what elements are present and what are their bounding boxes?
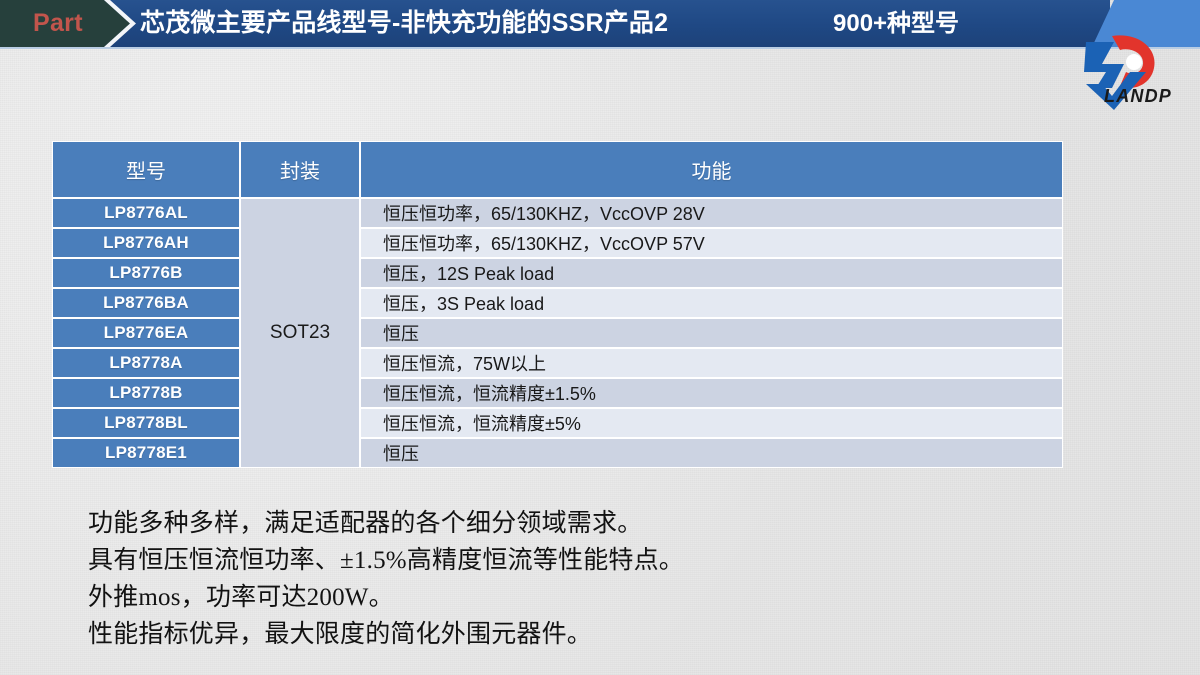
table-row: LP8776BA 恒压，3S Peak load — [52, 288, 1063, 318]
cell-function: 恒压 — [360, 438, 1063, 468]
note-line: 性能指标优异，最大限度的简化外围元器件。 — [88, 621, 593, 648]
table-row: LP8776AH 恒压恒功率，65/130KHZ，VccOVP 57V — [52, 228, 1063, 258]
note-line: 外推mos，功率可达200W。 — [88, 584, 394, 611]
cell-function: 恒压恒功率，65/130KHZ，VccOVP 28V — [360, 198, 1063, 228]
header-part-label: Part — [33, 9, 83, 37]
cell-model: LP8778B — [52, 378, 240, 408]
column-header-model: 型号 — [52, 141, 240, 198]
header-blue-bar — [0, 0, 1110, 47]
cell-function: 恒压恒流，恒流精度±1.5% — [360, 378, 1063, 408]
table-row: LP8778B 恒压恒流，恒流精度±1.5% — [52, 378, 1063, 408]
column-header-package: 封装 — [240, 141, 360, 198]
cell-model: LP8776AL — [52, 198, 240, 228]
cell-model: LP8776BA — [52, 288, 240, 318]
header-subtitle: 900+种型号 — [833, 10, 960, 37]
slide-header: Part 芯茂微主要产品线型号-非快充功能的SSR产品2 900+种型号 — [0, 0, 1200, 49]
cell-package: SOT23 — [240, 198, 360, 468]
column-header-function: 功能 — [360, 141, 1063, 198]
table-row: LP8776EA 恒压 — [52, 318, 1063, 348]
cell-model: LP8776AH — [52, 228, 240, 258]
cell-model: LP8778E1 — [52, 438, 240, 468]
page-title: 芯茂微主要产品线型号-非快充功能的SSR产品2 — [140, 9, 669, 37]
table-row: LP8778BL 恒压恒流，恒流精度±5% — [52, 408, 1063, 438]
cell-function: 恒压恒功率，65/130KHZ，VccOVP 57V — [360, 228, 1063, 258]
logo-text: LANDP — [1104, 86, 1172, 106]
table-header-row: 型号 封装 功能 — [52, 141, 1063, 198]
table-row: LP8776AL SOT23 恒压恒功率，65/130KHZ，VccOVP 28… — [52, 198, 1063, 468]
product-table: 型号 封装 功能 LP8776AL SOT23 恒压恒功率，65/130KHZ，… — [52, 141, 1063, 468]
cell-function: 恒压 — [360, 318, 1063, 348]
cell-function: 恒压，3S Peak load — [360, 288, 1063, 318]
cell-function: 恒压恒流，恒流精度±5% — [360, 408, 1063, 438]
table-row: LP8778E1 恒压 — [52, 438, 1063, 468]
landp-logo-icon — [1084, 35, 1155, 110]
cell-function: 恒压，12S Peak load — [360, 258, 1063, 288]
cell-function: 恒压恒流，75W以上 — [360, 348, 1063, 378]
header-underline — [0, 47, 1200, 49]
table-row: LP8776B 恒压，12S Peak load — [52, 258, 1063, 288]
cell-model: LP8776EA — [52, 318, 240, 348]
chevron-right-icon — [104, 0, 136, 47]
header-part-block — [0, 0, 130, 47]
note-line: 功能多种多样，满足适配器的各个细分领域需求。 — [88, 510, 643, 537]
cell-model: LP8778A — [52, 348, 240, 378]
notes-block: 功能多种多样，满足适配器的各个细分领域需求。 具有恒压恒流恒功率、±1.5%高精… — [88, 505, 988, 653]
cell-model: LP8776B — [52, 258, 240, 288]
cell-model: LP8778BL — [52, 408, 240, 438]
note-line: 具有恒压恒流恒功率、±1.5%高精度恒流等性能特点。 — [88, 547, 684, 574]
table-row: LP8778A 恒压恒流，75W以上 — [52, 348, 1063, 378]
